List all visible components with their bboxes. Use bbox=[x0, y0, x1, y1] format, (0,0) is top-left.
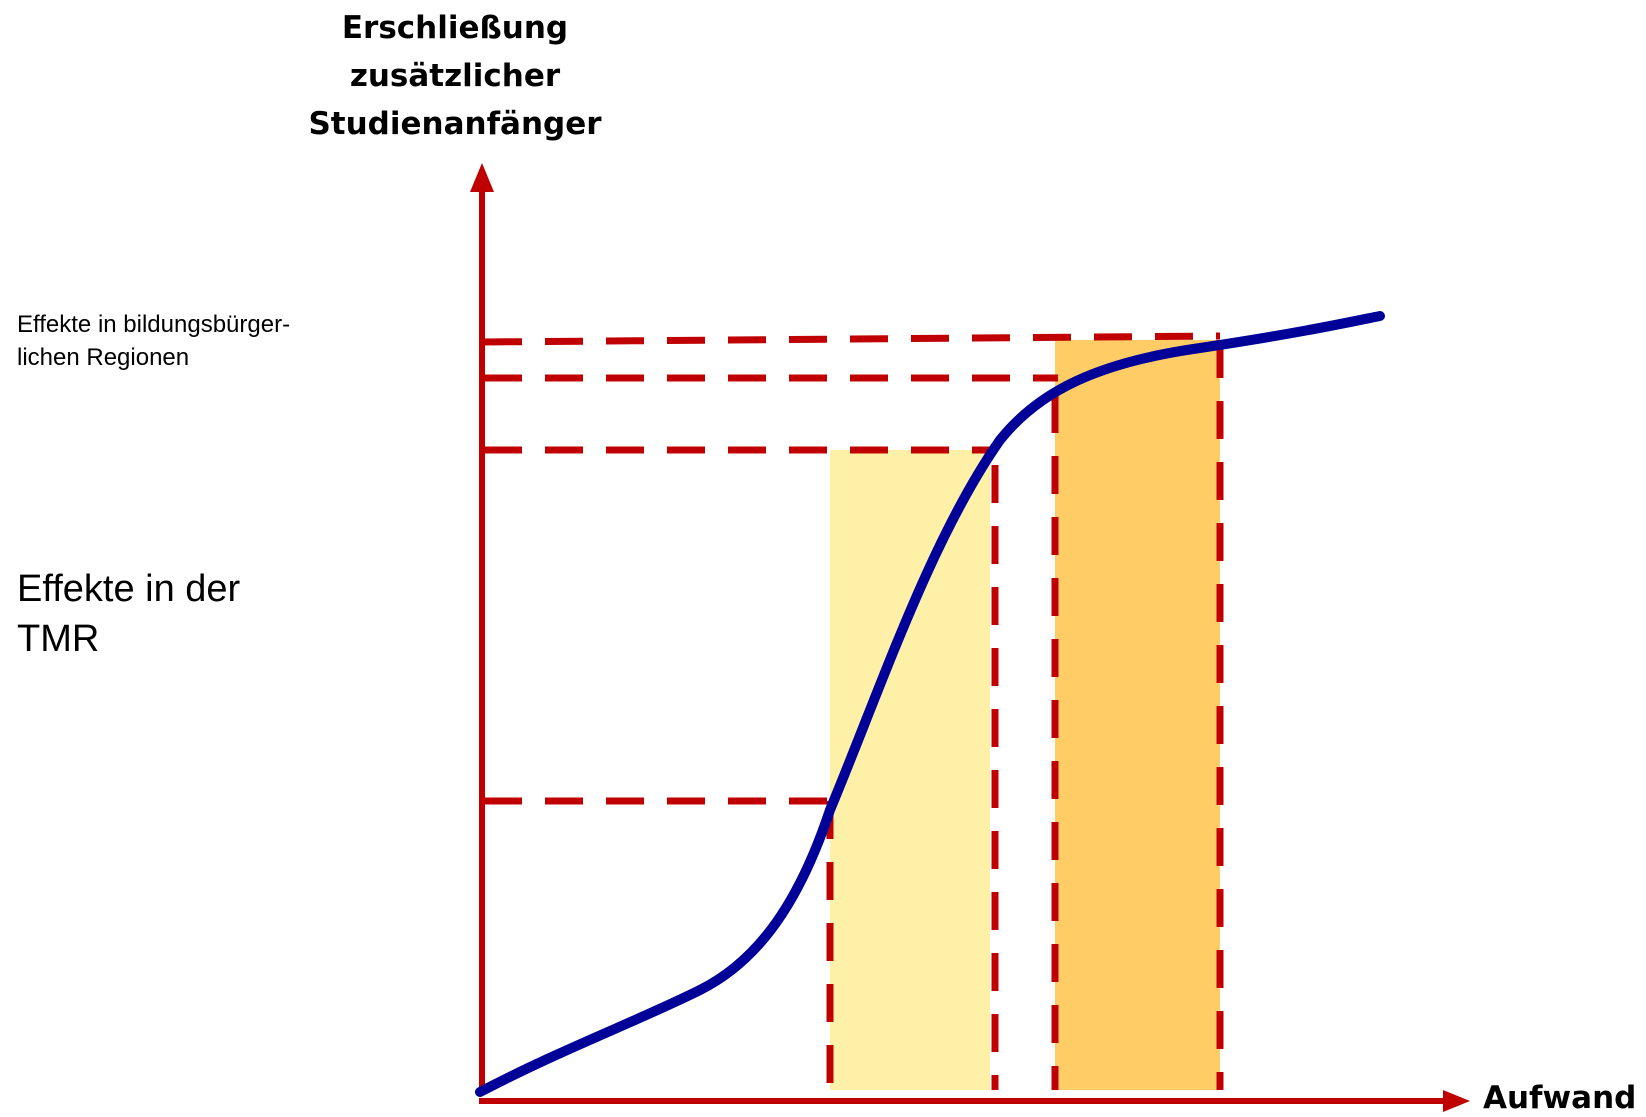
band-bildungsbuerger bbox=[1055, 340, 1220, 1090]
x-axis-arrowhead bbox=[1443, 1090, 1470, 1112]
x-axis-title: Aufwand bbox=[1483, 1080, 1637, 1116]
dash-h-top bbox=[483, 332, 1221, 346]
y-axis-title-line-1: Erschließung bbox=[341, 10, 569, 46]
y-axis-title-line-2: zusätzlicher bbox=[349, 58, 561, 94]
annotation-tmr-line-2: TMR bbox=[17, 618, 100, 660]
annotation-bildungsbuerger-line-2: lichen Regionen bbox=[17, 344, 190, 371]
y-axis-title: Erschließung zusätzlicher Studienanfänge… bbox=[300, 4, 610, 148]
annotation-bildungsbuerger: Effekte in bildungsbürger- lichen Region… bbox=[17, 308, 397, 374]
y-axis-title-line-3: Studienanfänger bbox=[308, 106, 602, 142]
annotation-bildungsbuerger-line-1: Effekte in bildungsbürger- bbox=[17, 311, 291, 338]
effect-curve bbox=[475, 311, 1385, 1097]
annotation-tmr: Effekte in der TMR bbox=[17, 564, 347, 664]
annotation-tmr-line-1: Effekte in der bbox=[17, 568, 241, 610]
band-tmr bbox=[830, 450, 990, 1090]
y-axis-arrowhead bbox=[470, 163, 494, 192]
